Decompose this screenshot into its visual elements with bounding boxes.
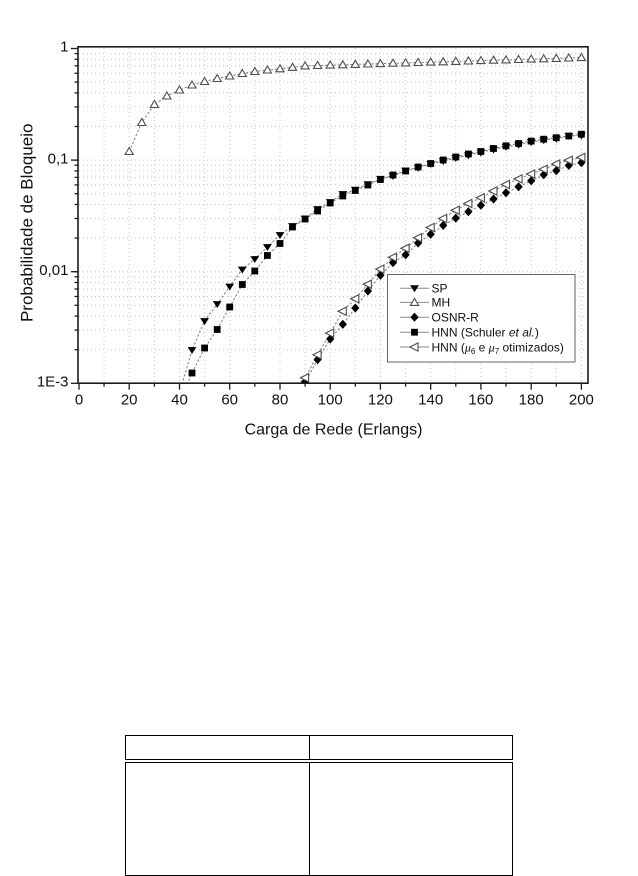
svg-text:80: 80 [272,392,289,409]
svg-text:0,01: 0,01 [39,262,68,279]
svg-text:60: 60 [221,392,238,409]
svg-text:1E-3: 1E-3 [37,374,69,391]
svg-text:Probabilidade de Bloqueio: Probabilidade de Bloqueio [18,124,37,322]
svg-text:20: 20 [121,392,138,409]
svg-text:180: 180 [519,392,544,409]
svg-text:160: 160 [468,392,493,409]
svg-text:HNN (μ6 e μ7 otimizados): HNN (μ6 e μ7 otimizados) [432,340,564,356]
svg-text:100: 100 [318,392,343,409]
svg-text:120: 120 [368,392,393,409]
svg-text:0: 0 [75,392,83,409]
svg-text:OSNR-R: OSNR-R [432,311,480,325]
svg-text:140: 140 [418,392,443,409]
svg-text:Carga de Rede (Erlangs): Carga de Rede (Erlangs) [245,421,423,438]
svg-text:HNN (Schuler et al.): HNN (Schuler et al.) [432,326,539,340]
svg-text:SP: SP [432,282,448,296]
svg-text:0,1: 0,1 [48,150,69,167]
svg-text:MH: MH [432,296,451,310]
svg-text:40: 40 [171,392,188,409]
svg-text:1: 1 [60,39,68,56]
svg-text:200: 200 [569,392,594,409]
